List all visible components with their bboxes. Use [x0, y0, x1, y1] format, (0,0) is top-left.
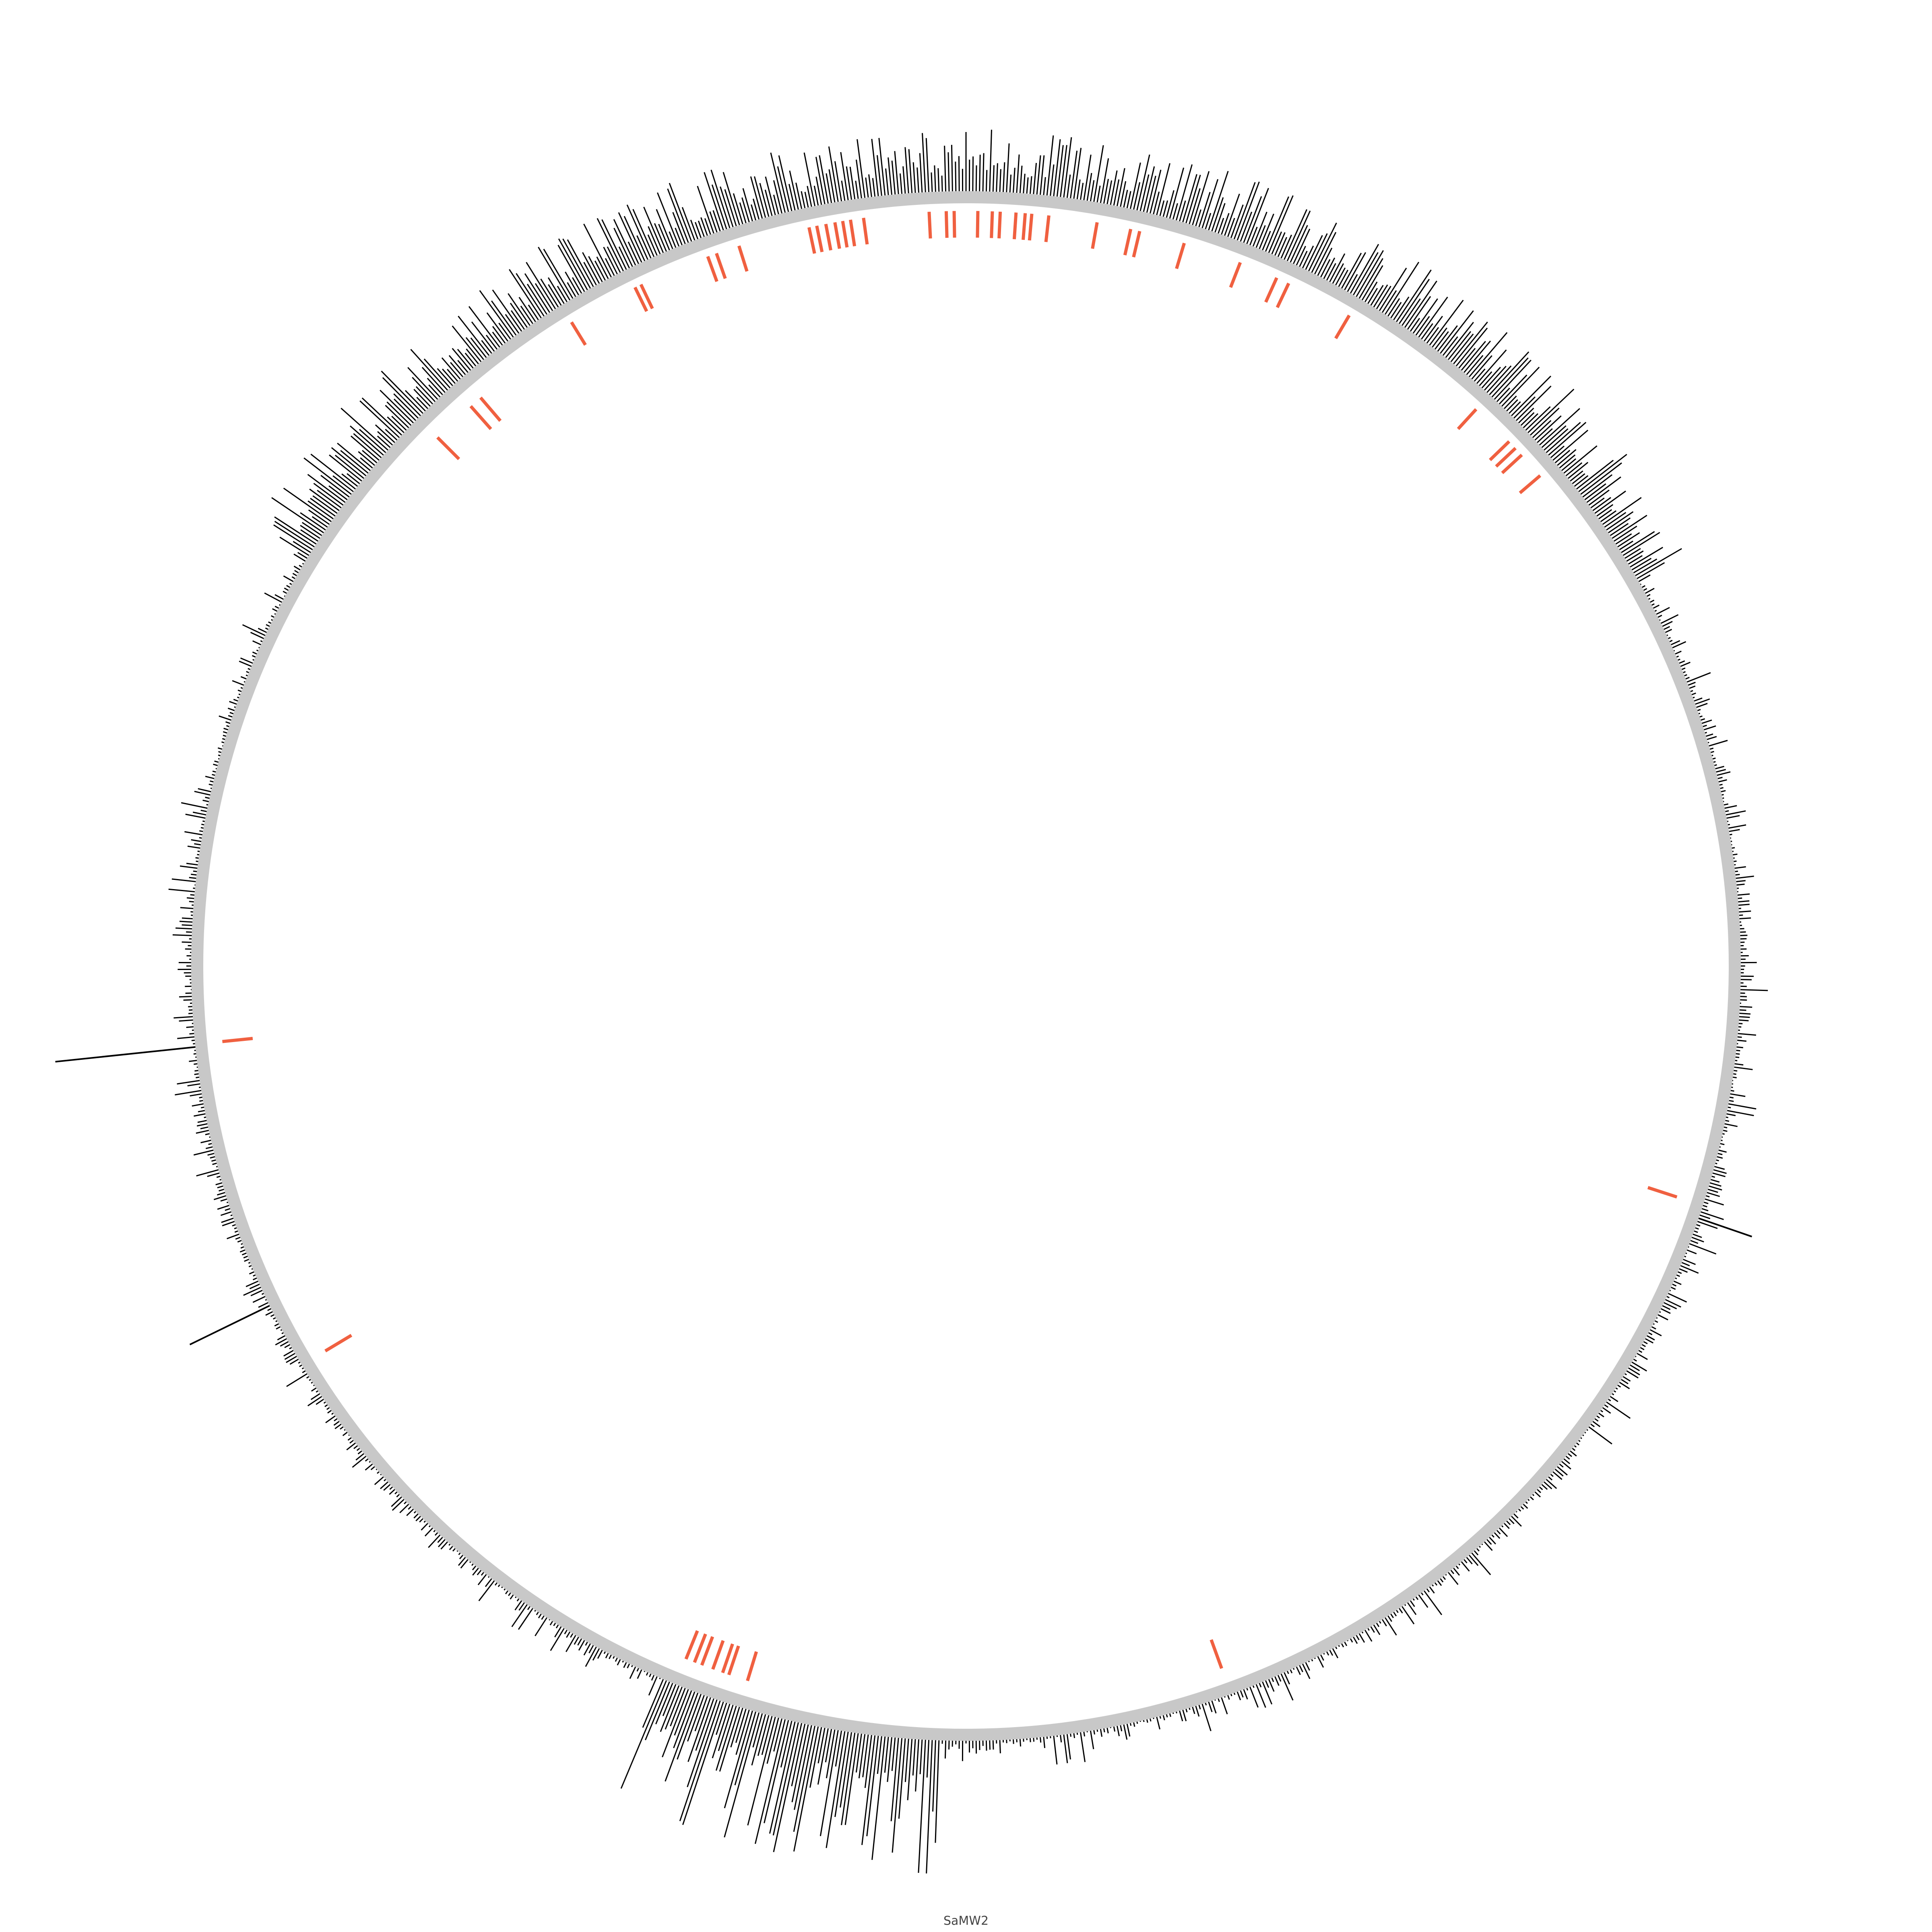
feature-mark-30 [1175, 242, 1186, 269]
feature-mark-21 [990, 211, 994, 238]
feature-mark-29 [1132, 231, 1141, 258]
coverage-spike-1 [55, 1046, 196, 1063]
feature-mark-1 [436, 436, 460, 460]
feature-mark-43 [727, 1645, 740, 1676]
feature-mark-10 [807, 227, 816, 254]
feature-mark-18 [944, 211, 949, 238]
feature-mark-12 [824, 223, 832, 251]
feature-mark-42 [746, 1651, 758, 1682]
feature-mark-44 [721, 1643, 734, 1674]
genome-backbone-ring [191, 191, 1741, 1741]
feature-mark-23 [1012, 212, 1018, 239]
feature-mark-41 [1210, 1639, 1223, 1669]
genome-label: SaMW2 [943, 1914, 989, 1928]
feature-mark-48 [684, 1630, 699, 1660]
feature-mark-27 [1091, 222, 1099, 249]
coverage-spike-2 [189, 1305, 270, 1346]
feature-mark-28 [1123, 229, 1133, 256]
feature-mark-4 [570, 321, 587, 346]
feature-mark-39 [1519, 474, 1542, 494]
feature-mark-37 [1495, 447, 1517, 468]
feature-mark-25 [1028, 213, 1034, 241]
feature-mark-40 [1647, 1186, 1678, 1199]
feature-mark-45 [711, 1640, 725, 1670]
feature-mark-16 [862, 217, 869, 245]
feature-mark-34 [1334, 314, 1351, 339]
feature-mark-20 [976, 211, 980, 238]
feature-mark-49 [324, 1334, 353, 1352]
feature-mark-5 [633, 287, 648, 312]
feature-mark-33 [1276, 283, 1290, 308]
coverage-spike-3 [1698, 1217, 1752, 1238]
coverage-bars [168, 130, 1768, 1874]
feature-mark-36 [1489, 440, 1511, 461]
feature-track [222, 211, 1678, 1682]
feature-mark-11 [815, 225, 824, 252]
feature-mark-35 [1457, 408, 1478, 430]
feature-mark-22 [997, 211, 1002, 239]
feature-mark-24 [1022, 213, 1027, 240]
feature-mark-26 [1044, 215, 1051, 242]
feature-mark-38 [1501, 454, 1523, 474]
feature-mark-47 [693, 1633, 707, 1663]
feature-mark-6 [639, 283, 654, 310]
feature-mark-50 [222, 1037, 253, 1043]
feature-mark-2 [469, 405, 492, 430]
feature-mark-8 [715, 253, 727, 279]
feature-mark-31 [1229, 262, 1242, 288]
feature-mark-3 [479, 396, 502, 422]
feature-mark-7 [706, 256, 718, 282]
feature-mark-15 [849, 219, 857, 247]
coverage-track [55, 130, 1768, 1874]
feature-mark-19 [952, 211, 956, 238]
feature-mark-13 [833, 222, 841, 249]
feature-mark-9 [737, 245, 749, 272]
feature-mark-14 [841, 221, 849, 248]
feature-mark-46 [700, 1636, 714, 1666]
feature-mark-17 [927, 211, 932, 239]
feature-mark-32 [1264, 277, 1278, 303]
